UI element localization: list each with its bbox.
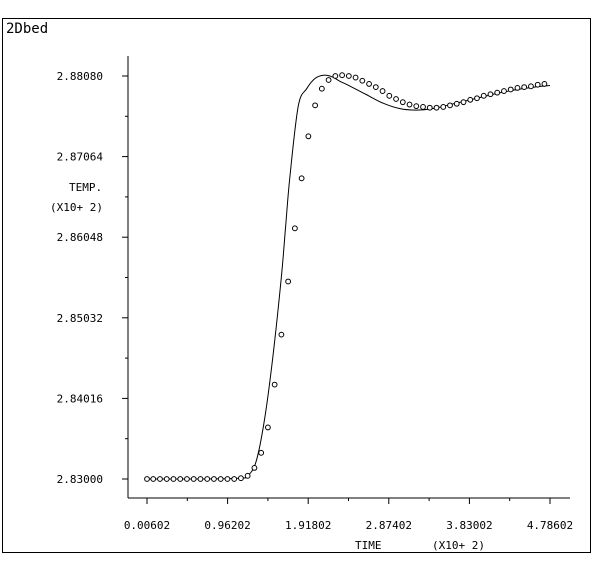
x-axis-label: TIME [355,539,382,552]
data-point [312,102,319,109]
y-tick-label: 2.84016 [57,392,103,405]
data-point [501,88,507,94]
data-point [420,104,426,110]
data-point [197,476,204,482]
data-point [440,104,447,110]
data-point [231,476,238,482]
chart-labels: TEMP. (X10+ 2) TIME (X10+ 2) [50,181,485,552]
data-point [534,81,541,88]
data-point [467,96,474,103]
data-point [325,77,332,83]
data-point [352,74,359,81]
data-point [474,95,480,102]
data-point [379,88,386,94]
series-markers-group [144,72,548,482]
data-point [190,476,197,482]
data-point [406,101,413,108]
data-point [217,476,224,482]
x-tick-label: 1.91802 [285,519,331,532]
data-point [393,96,399,102]
data-point [359,77,366,84]
y-axis-scale-label: (X10+ 2) [50,201,103,214]
data-point [426,104,433,111]
x-tick-label: 0.96202 [204,519,250,532]
data-point [251,464,258,471]
window-title: 2Dbed [6,21,49,37]
y-tick-label: 2.85032 [57,312,103,325]
data-point [238,475,244,482]
chart-axes [127,56,570,499]
data-point [291,225,298,232]
data-point [157,476,163,482]
data-point [204,476,211,482]
data-point [144,476,150,482]
data-point [339,72,345,79]
data-point [332,73,339,79]
data-point [507,86,514,93]
data-point [494,89,501,96]
data-point [298,175,305,182]
data-point [345,73,352,79]
data-point [514,84,521,91]
data-point [211,476,217,482]
chart-frame [2,39,591,553]
data-point [170,476,177,482]
x-tick-label: 3.83002 [446,519,492,532]
y-tick-label: 2.87064 [57,151,104,164]
y-tick-label: 2.86048 [57,231,103,244]
data-point [541,81,548,87]
x-tick-label: 4.78602 [527,519,573,532]
data-point [264,424,271,431]
data-point [163,476,170,482]
data-point [528,83,534,90]
data-point [487,91,494,98]
y-axis-label: TEMP. [69,181,102,194]
data-point [386,92,393,99]
data-point [285,278,292,285]
data-point [318,85,325,92]
data-point [480,92,487,99]
x-axis-scale-label: (X10+ 2) [432,539,485,552]
y-tick-label: 2.88080 [57,70,103,83]
data-point [150,476,157,482]
data-point [372,84,379,91]
data-point [521,84,528,91]
data-point [453,100,460,107]
data-point [399,99,406,106]
chart-ticks: 2.83000 2.84016 2.85032 2.86048 2.87064 2.880… [57,70,574,532]
data-point [224,476,231,482]
data-point [177,476,184,482]
data-point [305,133,312,140]
x-tick-label: 0.00602 [124,519,170,532]
data-point [413,103,420,110]
data-point [271,381,278,388]
data-point [244,472,251,479]
data-point [460,99,467,106]
x-tick-label: 2.87402 [366,519,412,532]
data-point [278,331,285,338]
y-tick-label: 2.83000 [57,473,103,486]
data-point [258,449,265,456]
data-point [433,104,440,111]
series-line [146,74,551,480]
data-point [366,81,372,87]
data-point [184,476,190,482]
series-line-group [146,74,551,480]
data-point [447,102,453,109]
